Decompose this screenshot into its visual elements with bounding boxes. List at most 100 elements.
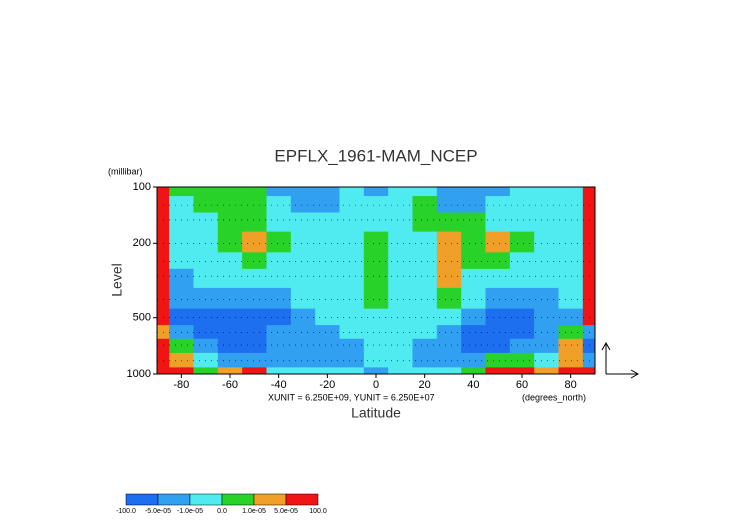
x-tick-label: -60 — [222, 379, 238, 391]
contour-cell — [242, 196, 267, 214]
chart-title: EPFLX_1961-MAM_NCEP — [274, 146, 477, 165]
contour-cell — [266, 325, 292, 340]
contour-cell — [582, 212, 596, 233]
contour-cell — [582, 338, 596, 354]
contour-cell — [509, 287, 535, 310]
contour-cell — [266, 196, 292, 214]
contour-cell — [339, 352, 365, 368]
contour-cell — [436, 352, 462, 368]
contour-cell — [169, 338, 194, 354]
contour-cell — [242, 212, 267, 233]
contour-cell — [169, 268, 194, 289]
contour-cell — [436, 212, 462, 233]
y-tick-label: 200 — [133, 237, 151, 249]
contour-cell — [266, 252, 292, 270]
contour-cell — [217, 308, 243, 326]
contour-cell — [436, 268, 462, 289]
contour-cell — [315, 268, 340, 289]
contour-cell — [339, 268, 365, 289]
contour-cell — [193, 252, 219, 270]
contour-cell — [388, 212, 413, 233]
contour-cell — [169, 187, 194, 197]
colorbar-box — [221, 493, 255, 506]
y-tick-label: 500 — [133, 312, 151, 324]
reference-arrow — [601, 341, 640, 379]
contour-cell — [461, 196, 486, 214]
contour-cell — [169, 252, 194, 270]
colorbar-label: -5.0e-05 — [145, 508, 171, 515]
contour-cell — [534, 252, 559, 270]
contour-cell — [169, 325, 194, 340]
contour-cell — [193, 196, 219, 214]
contour-cell — [169, 212, 194, 233]
contour-cell — [193, 187, 219, 197]
contour-cell — [509, 352, 535, 368]
y-tick-label: 1000 — [127, 368, 151, 380]
contour-cell — [363, 212, 389, 233]
contour-cell — [290, 325, 316, 340]
contour-cell — [339, 187, 365, 197]
contour-cell — [315, 287, 340, 310]
contour-cell — [290, 212, 316, 233]
contour-cell — [193, 308, 219, 326]
contour-cell — [558, 287, 584, 310]
contour-cell — [157, 268, 170, 289]
contour-cell — [582, 367, 596, 375]
contour-cell — [461, 325, 486, 340]
contour-field — [157, 187, 596, 375]
contour-cell — [412, 287, 438, 310]
contour-cell — [315, 338, 340, 354]
contour-cell — [193, 231, 219, 253]
x-tick-label: 80 — [565, 379, 577, 391]
contour-cell — [363, 187, 389, 197]
contour-cell — [157, 325, 170, 340]
contour-cell — [485, 287, 511, 310]
contour-cell — [558, 325, 584, 340]
contour-cell — [169, 367, 194, 375]
contour-cell — [193, 338, 219, 354]
contour-cell — [315, 308, 340, 326]
contour-cell — [290, 231, 316, 253]
contour-cell — [315, 231, 340, 253]
contour-cell — [388, 352, 413, 368]
y-unit: (millibar) — [108, 166, 143, 176]
colorbar-label: -1.0e-05 — [177, 508, 203, 515]
contour-cell — [485, 325, 511, 340]
contour-cell — [412, 212, 438, 233]
contour-cell — [509, 187, 535, 197]
contour-cell — [534, 187, 559, 197]
contour-cell — [315, 212, 340, 233]
contour-cell — [339, 325, 365, 340]
contour-cell — [290, 252, 316, 270]
contour-cell — [290, 196, 316, 214]
contour-cell — [388, 231, 413, 253]
contour-cell — [157, 367, 170, 375]
contour-cell — [558, 268, 584, 289]
contour-cell — [266, 231, 292, 253]
contour-cell — [436, 196, 462, 214]
contour-cell — [363, 308, 389, 326]
contour-cell — [290, 287, 316, 310]
x-tick-label: 60 — [516, 379, 528, 391]
contour-cell — [363, 367, 389, 375]
contour-cell — [242, 287, 267, 310]
y-axis-label: Level — [109, 263, 125, 296]
contour-cell — [157, 231, 170, 253]
contour-cell — [582, 196, 596, 214]
contour-cell — [363, 325, 389, 340]
contour-cell — [217, 338, 243, 354]
x-tick-label: 40 — [467, 379, 479, 391]
contour-cell — [242, 367, 267, 375]
contour-cell — [193, 367, 219, 375]
contour-cell — [157, 212, 170, 233]
contour-cell — [339, 308, 365, 326]
contour-cell — [388, 187, 413, 197]
contour-cell — [485, 252, 511, 270]
contour-cell — [217, 252, 243, 270]
colorbar-box — [125, 493, 159, 506]
contour-cell — [169, 287, 194, 310]
colorbar-label: -100.0 — [116, 508, 136, 515]
x-tick-label: -40 — [271, 379, 287, 391]
contour-cell — [388, 338, 413, 354]
contour-cell — [461, 231, 486, 253]
